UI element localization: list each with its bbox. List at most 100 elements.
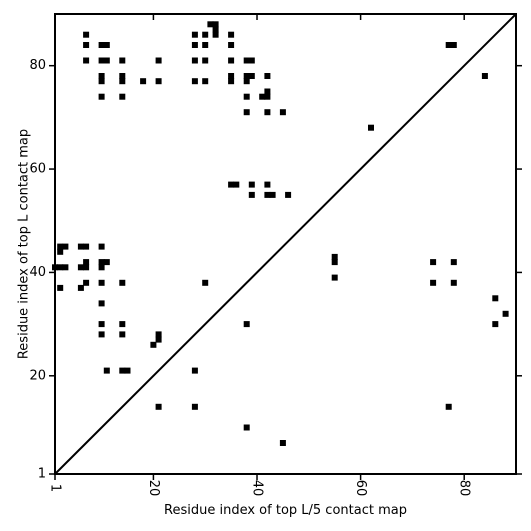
- contact-point: [57, 284, 64, 291]
- contact-point: [445, 403, 452, 410]
- contact-point: [119, 78, 126, 85]
- contact-point: [279, 109, 286, 116]
- contact-point: [155, 78, 162, 85]
- contact-point: [331, 274, 338, 281]
- contact-point: [191, 367, 198, 374]
- contact-point: [243, 78, 250, 85]
- contact-point: [243, 73, 250, 79]
- contact-point: [98, 93, 105, 100]
- contact-point: [98, 300, 105, 307]
- contact-point: [279, 440, 286, 446]
- contact-point: [228, 73, 235, 79]
- y-tick-label: 20: [29, 368, 46, 383]
- contact-point: [191, 403, 198, 410]
- contact-point: [77, 264, 84, 271]
- contact-point: [212, 21, 219, 28]
- plot-frame: [54, 13, 517, 475]
- contact-point: [202, 279, 209, 286]
- y-axis: 1 20 40 60 80: [29, 58, 522, 482]
- contact-point: [285, 191, 292, 198]
- contact-point: [481, 73, 488, 79]
- contact-point: [98, 321, 105, 328]
- y-tick-label: 80: [29, 58, 46, 73]
- contact-point: [150, 341, 157, 348]
- contact-point: [119, 367, 126, 374]
- contact-point: [155, 403, 162, 410]
- y-tick-label: 60: [29, 162, 46, 177]
- contact-point: [191, 78, 198, 85]
- contact-point: [98, 331, 105, 338]
- contact-point: [243, 424, 250, 431]
- contact-point: [98, 279, 105, 286]
- contact-point: [98, 259, 105, 266]
- contact-point: [140, 78, 147, 85]
- contact-point: [228, 181, 235, 188]
- contact-point: [83, 243, 90, 250]
- contact-point: [155, 57, 162, 64]
- contact-point: [228, 78, 235, 85]
- contact-point: [103, 259, 110, 266]
- contact-point: [83, 259, 90, 266]
- contact-point: [243, 93, 250, 100]
- contact-point: [119, 279, 126, 286]
- contact-point: [264, 73, 271, 79]
- contact-point: [248, 181, 255, 188]
- contact-point: [368, 124, 374, 131]
- y-axis-title: Residue index of top L contact map: [17, 129, 32, 359]
- contact-point: [202, 31, 209, 38]
- contact-point: [243, 57, 250, 64]
- contact-point: [62, 243, 69, 250]
- contact-point: [248, 57, 255, 64]
- contact-point: [243, 321, 250, 328]
- contact-point: [155, 336, 162, 343]
- contact-point: [264, 109, 271, 116]
- contact-point: [259, 93, 266, 100]
- contact-point: [119, 321, 126, 328]
- x-tick-label: 60: [353, 480, 368, 497]
- contact-point: [98, 264, 105, 271]
- diagonal-line: [54, 13, 517, 475]
- contact-point: [57, 243, 64, 250]
- contact-point: [103, 367, 110, 374]
- contact-point: [228, 57, 235, 64]
- contact-point: [191, 42, 198, 48]
- contact-point: [233, 181, 240, 188]
- contact-point: [202, 57, 209, 64]
- contact-point: [331, 259, 338, 266]
- data-points: [52, 21, 509, 446]
- contact-point: [450, 42, 457, 48]
- contact-point: [212, 31, 219, 38]
- contact-point: [502, 310, 509, 317]
- contact-point: [155, 331, 162, 338]
- contact-point: [83, 31, 90, 38]
- contact-point: [62, 264, 69, 271]
- contact-point: [98, 57, 105, 64]
- contact-point: [202, 42, 209, 48]
- x-axis: 1 20 40 60 80: [48, 14, 472, 496]
- x-tick-label: 80: [457, 480, 472, 497]
- x-tick-label: 1: [48, 484, 63, 492]
- contact-point: [450, 279, 457, 286]
- contact-point: [103, 57, 110, 64]
- x-tick-label: 20: [146, 480, 161, 497]
- contact-point: [98, 78, 105, 85]
- contact-point: [228, 42, 235, 48]
- contact-point: [264, 93, 271, 100]
- contact-point: [430, 259, 437, 266]
- contact-point: [243, 109, 250, 116]
- contact-point: [77, 243, 84, 250]
- contact-point: [202, 78, 209, 85]
- contact-point: [269, 191, 276, 198]
- contact-point: [191, 57, 198, 64]
- contact-point: [83, 57, 90, 64]
- contact-point: [103, 42, 110, 48]
- y-tick-label: 1: [38, 467, 46, 482]
- x-tick-label: 40: [250, 480, 265, 497]
- x-axis-title: Residue index of top L/5 contact map: [164, 503, 407, 518]
- contact-point: [264, 181, 271, 188]
- contact-point: [83, 42, 90, 48]
- contact-point: [57, 248, 64, 255]
- contact-point: [248, 191, 255, 198]
- contact-point: [212, 26, 219, 33]
